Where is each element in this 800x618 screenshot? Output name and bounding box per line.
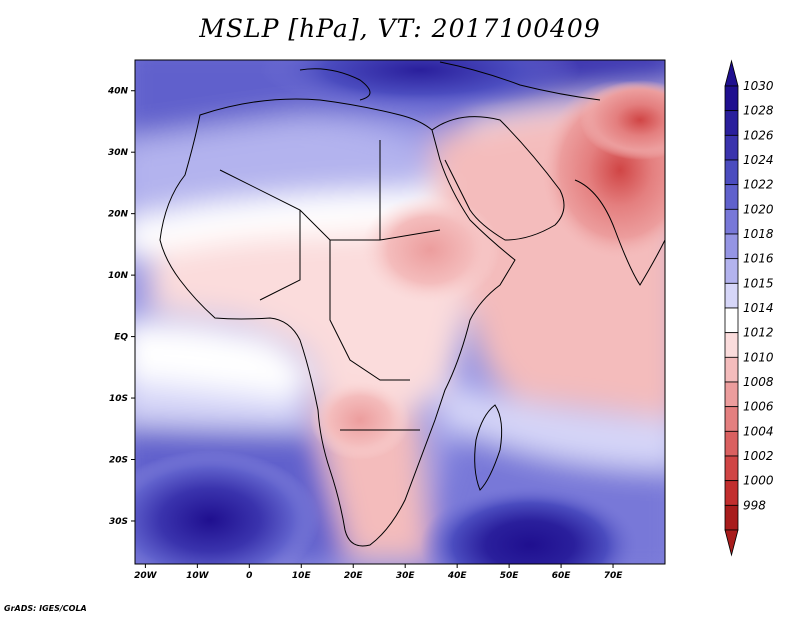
y-tick-label: 30S	[109, 517, 128, 527]
colorbar-swatch	[724, 184, 739, 210]
credit-label: GrADS: IGES/COLA	[4, 604, 87, 613]
colorbar-swatch	[724, 85, 739, 112]
colorbar-label: 1026	[743, 128, 774, 142]
y-tick-label: 20S	[109, 456, 128, 466]
x-tick-label: 10E	[292, 571, 312, 581]
y-tick-label: 10N	[108, 271, 129, 281]
colorbar-swatch	[724, 258, 739, 284]
colorbar-swatch	[724, 430, 739, 457]
colorbar-label: 998	[743, 498, 766, 512]
colorbar-swatch	[724, 307, 739, 334]
colorbar-swatch	[724, 208, 739, 235]
x-tick-label: 70E	[604, 571, 624, 581]
y-tick-label: 40N	[107, 87, 129, 97]
colorbar-swatch	[724, 159, 739, 186]
colorbar-label: 1015	[743, 276, 774, 290]
x-tick-label: 50E	[500, 571, 520, 581]
colorbar-label: 1008	[743, 375, 774, 389]
pressure-field	[135, 60, 665, 564]
y-tick-label: 10S	[109, 394, 128, 404]
x-tick-label: 60E	[552, 571, 572, 581]
colorbar-swatch	[724, 406, 739, 432]
colorbar-label: 1004	[743, 424, 774, 438]
colorbar-label: 1002	[743, 449, 774, 463]
coastlines	[159, 61, 665, 547]
colorbar-swatch	[724, 480, 739, 506]
x-tick-label: 10W	[186, 571, 210, 581]
colorbar-label: 1016	[743, 252, 774, 266]
y-tick-label: 20N	[108, 210, 129, 220]
colorbar-swatch	[724, 233, 739, 260]
x-tick-label: 20E	[344, 571, 364, 581]
colorbar-swatch	[724, 381, 739, 408]
colorbar: 1030 1028 1026 1024 1022 1020 1018 1016 1015 1014…	[724, 59, 774, 557]
colorbar-label: 1028	[743, 104, 774, 118]
colorbar-label: 1022	[743, 178, 774, 192]
colorbar-swatch	[724, 282, 739, 309]
colorbar-label: 1024	[743, 153, 774, 167]
colorbar-label: 1006	[743, 400, 774, 414]
map-title: MSLP [hPa], VT: 2017100409	[199, 14, 601, 43]
x-tick-label: 40E	[447, 571, 468, 581]
colorbar-label: 1020	[743, 202, 774, 216]
colorbar-bottom-arrow	[724, 529, 739, 557]
colorbar-label: 1000	[743, 474, 774, 488]
colorbar-label: 1018	[743, 227, 774, 241]
map-frame	[134, 59, 666, 565]
colorbar-swatch	[724, 504, 739, 531]
x-axis-ticks: 20W 10W 0 10E 20E 30E 40E 50E 60E 70E	[134, 564, 623, 581]
x-tick-label: 0	[246, 571, 252, 581]
colorbar-swatch	[724, 110, 739, 136]
colorbar-swatch	[724, 356, 739, 383]
colorbar-label: 1030	[743, 79, 774, 93]
colorbar-label: 1014	[743, 301, 774, 315]
x-tick-label: 20W	[134, 571, 158, 581]
colorbar-swatch	[724, 332, 739, 358]
colorbar-swatch	[724, 455, 739, 482]
colorbar-top-arrow	[724, 59, 739, 87]
y-axis-ticks: 40N 30N 20N 10N EQ 10S 20S 30S	[107, 87, 135, 527]
colorbar-label: 1010	[743, 350, 774, 364]
y-tick-label: 30N	[108, 148, 129, 158]
x-tick-label: 30E	[396, 571, 416, 581]
y-tick-label: EQ	[114, 333, 128, 343]
colorbar-label: 1012	[743, 326, 774, 340]
colorbar-swatch	[724, 134, 739, 161]
